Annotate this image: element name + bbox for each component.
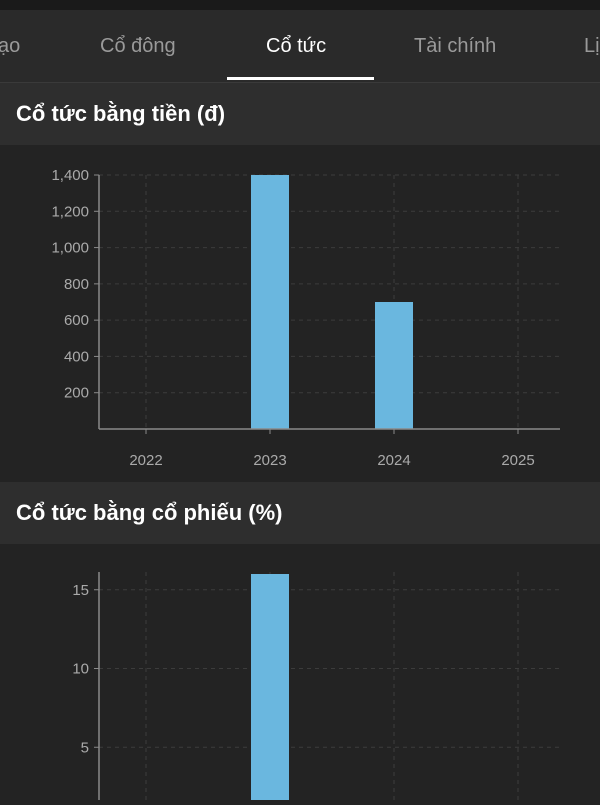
stock-chart-ytick-label: 10 xyxy=(72,661,89,678)
tab-shareholders[interactable]: Cổ đông xyxy=(100,35,176,57)
stock-dividend-chart-area: 5 10 15 xyxy=(0,544,600,805)
cash-chart-ytick-label: 1,200 xyxy=(51,203,89,220)
active-tab-indicator xyxy=(227,77,374,80)
tab-bar: ạo Cổ đông Cổ tức Tài chính Lị xyxy=(0,10,600,83)
stock-dividend-header: Cổ tức bằng cổ phiếu (%) xyxy=(0,482,600,544)
cash-chart-xtick-label: 2022 xyxy=(129,452,162,469)
stock-chart-ytick-label: 5 xyxy=(81,739,89,756)
cash-dividend-title: Cổ tức bằng tiền (đ) xyxy=(16,101,226,126)
cash-chart-ytick-label: 1,000 xyxy=(51,240,89,257)
cash-chart-bar-2024 xyxy=(375,302,413,429)
cash-chart-ytick-label: 600 xyxy=(64,312,89,329)
stock-chart-bar-2023 xyxy=(251,574,289,805)
cash-chart-ytick-label: 400 xyxy=(64,348,89,365)
stock-dividend-chart: 5 10 15 xyxy=(72,572,560,805)
cash-chart-xtick-label: 2023 xyxy=(253,452,286,469)
cash-chart-xtick-label: 2025 xyxy=(501,452,534,469)
cash-chart-ytick-label: 1,400 xyxy=(51,167,89,184)
cash-chart-bar-2023 xyxy=(251,175,289,429)
stock-dividend-title: Cổ tức bằng cổ phiếu (%) xyxy=(16,500,283,525)
cash-dividend-chart-area: 200 400 600 800 1,000 1,200 1,400 2022 2023 2024 2… xyxy=(0,145,600,482)
cash-dividend-header: Cổ tức bằng tiền (đ) xyxy=(0,83,600,145)
cash-chart-xtick-label: 2024 xyxy=(377,452,410,469)
cash-chart-ytick-label: 800 xyxy=(64,276,89,293)
tab-dividends[interactable]: Cổ tức xyxy=(266,35,327,57)
cash-chart-ytick-label: 200 xyxy=(64,385,89,402)
tab-finance[interactable]: Tài chính xyxy=(414,35,497,57)
stock-chart-ytick-label: 15 xyxy=(72,582,89,599)
cash-dividend-chart: 200 400 600 800 1,000 1,200 1,400 2022 2023 2024 2… xyxy=(51,167,560,469)
tab-overview[interactable]: ạo xyxy=(0,35,21,57)
tab-history[interactable]: Lị xyxy=(584,35,600,57)
top-strip xyxy=(0,0,600,10)
